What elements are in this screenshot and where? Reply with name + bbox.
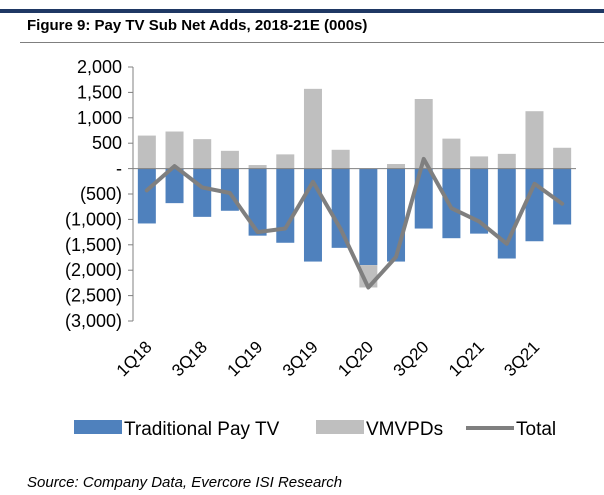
title-rule <box>20 42 604 43</box>
traditional-bar <box>359 168 378 266</box>
y-tick-label: 500 <box>92 133 122 153</box>
y-tick-label: (2,000) <box>65 260 122 280</box>
x-axis: 1Q18 3Q18 1Q19 3Q19 1Q20 3Q20 1Q21 3Q21 <box>113 337 543 380</box>
x-tick-label: 1Q18 <box>113 337 156 380</box>
total-point <box>560 202 564 206</box>
vmvpd-bar <box>331 149 350 169</box>
total-point <box>422 157 426 161</box>
y-tick-label: 2,000 <box>77 57 122 77</box>
total-point <box>505 242 509 246</box>
legend-label-total: Total <box>516 419 556 440</box>
x-tick-label: 1Q21 <box>445 337 488 380</box>
bars <box>133 88 576 288</box>
total-point <box>200 185 204 189</box>
x-tick-label: 3Q20 <box>390 337 433 380</box>
y-axis: 2,000 1,500 1,000 500 - (500) (1,000) (1,500) (2… <box>65 57 134 331</box>
total-point <box>173 164 177 168</box>
figure-title: Figure 9: Pay TV Sub Net Adds, 2018-21E … <box>27 17 368 34</box>
vmvpd-bar <box>276 154 295 169</box>
total-line <box>144 156 565 290</box>
total-point <box>477 219 481 223</box>
y-tick-label: 1,500 <box>77 82 122 102</box>
vmvpd-bar <box>497 153 516 169</box>
y-tick-label: - <box>116 159 122 179</box>
traditional-bar <box>137 168 156 224</box>
traditional-bar <box>553 168 572 225</box>
y-tick-label: (2,500) <box>65 286 122 306</box>
y-tick-label: (1,000) <box>65 209 122 229</box>
traditional-bar <box>248 168 267 236</box>
vmvpd-bar <box>525 111 544 169</box>
legend: Traditional Pay TV VMVPDs Total <box>74 419 556 440</box>
legend-swatch-vmvpd <box>316 420 364 434</box>
x-tick-label: 1Q20 <box>334 337 377 380</box>
total-point <box>394 255 398 259</box>
traditional-bar <box>442 168 461 239</box>
source-note: Source: Company Data, Evercore ISI Resea… <box>27 474 343 491</box>
total-point <box>311 180 315 184</box>
total-point <box>366 285 370 289</box>
traditional-bar <box>331 168 350 248</box>
traditional-bar <box>193 168 212 217</box>
total-point <box>256 230 260 234</box>
vmvpd-bar <box>165 131 184 169</box>
traditional-bar <box>414 168 433 229</box>
traditional-bar <box>276 168 295 243</box>
y-tick-label: (1,500) <box>65 235 122 255</box>
traditional-bar <box>165 168 184 204</box>
total-line-path <box>144 156 565 290</box>
legend-label-traditional: Traditional Pay TV <box>124 419 280 440</box>
chart: 2,000 1,500 1,000 500 - (500) (1,000) (1,500) (2… <box>65 57 576 440</box>
vmvpd-bar <box>387 164 406 169</box>
y-tick-label: (500) <box>80 184 122 204</box>
traditional-bar <box>525 168 544 242</box>
total-point <box>532 182 536 186</box>
total-point <box>228 191 232 195</box>
x-tick-label: 3Q19 <box>279 337 322 380</box>
vmvpd-bar <box>470 156 489 169</box>
y-tick-label: 1,000 <box>77 108 122 128</box>
total-point <box>339 227 343 231</box>
total-point <box>283 227 287 231</box>
legend-label-vmvpd: VMVPDs <box>366 419 443 440</box>
legend-swatch-traditional <box>74 420 122 434</box>
x-tick-label: 3Q18 <box>168 337 211 380</box>
x-tick-label: 1Q19 <box>224 337 267 380</box>
top-rule <box>0 9 604 13</box>
total-point <box>449 206 453 210</box>
vmvpd-bar <box>220 150 239 169</box>
vmvpd-bar <box>193 139 212 169</box>
vmvpd-bar <box>553 147 572 169</box>
x-tick-label: 3Q21 <box>500 337 543 380</box>
total-point <box>145 188 149 192</box>
y-tick-label: (3,000) <box>65 311 122 331</box>
vmvpd-bar <box>442 138 461 169</box>
traditional-bar <box>387 168 406 262</box>
vmvpd-bar <box>414 99 433 169</box>
vmvpd-bar <box>248 165 267 169</box>
vmvpd-bar <box>303 88 322 169</box>
vmvpd-bar <box>137 135 156 169</box>
